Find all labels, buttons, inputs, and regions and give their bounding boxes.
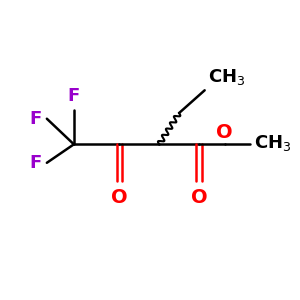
Text: O: O	[191, 188, 207, 206]
Text: F: F	[29, 110, 42, 128]
Text: O: O	[111, 188, 128, 206]
Text: O: O	[216, 123, 233, 142]
Text: F: F	[68, 87, 80, 105]
Text: CH$_3$: CH$_3$	[208, 67, 245, 87]
Text: CH$_3$: CH$_3$	[254, 133, 292, 153]
Text: F: F	[29, 154, 42, 172]
